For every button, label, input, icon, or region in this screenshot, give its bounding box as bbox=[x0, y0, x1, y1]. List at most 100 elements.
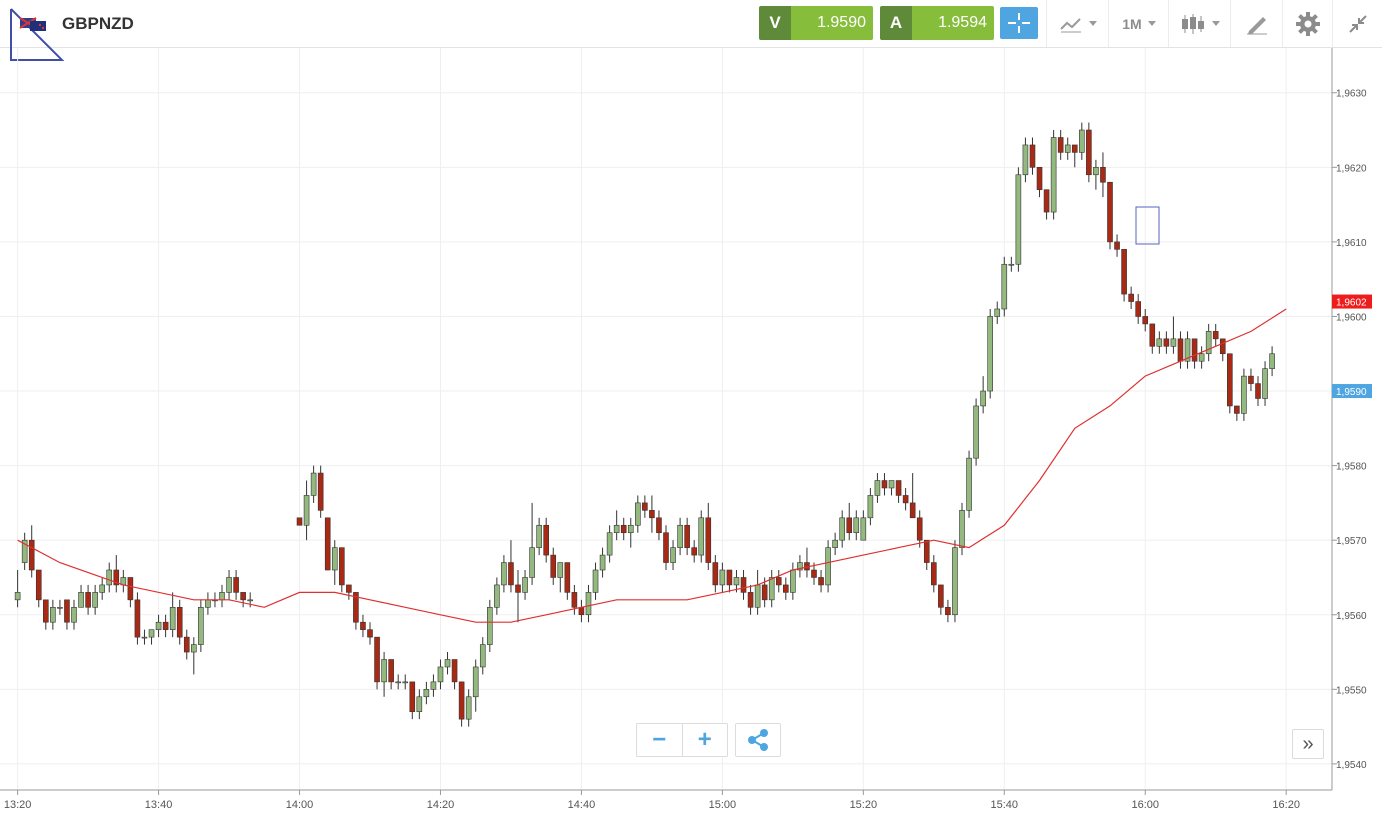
candle bbox=[409, 681, 416, 720]
buy-button[interactable]: A 1.9594 bbox=[880, 6, 994, 40]
candle bbox=[1149, 323, 1156, 354]
candle bbox=[550, 547, 557, 585]
candle-body bbox=[1086, 129, 1092, 176]
candle-body bbox=[719, 569, 726, 586]
candle bbox=[1015, 167, 1022, 272]
candle-body bbox=[627, 524, 634, 534]
candle-body bbox=[635, 502, 641, 526]
candle-body bbox=[1269, 353, 1275, 369]
y-tick-label: 1,9610 bbox=[1336, 238, 1367, 249]
price-marker-label: 1,9590 bbox=[1336, 387, 1367, 398]
candle-body bbox=[818, 577, 824, 586]
candle bbox=[860, 510, 867, 541]
candle bbox=[1001, 256, 1008, 317]
candle bbox=[1071, 144, 1078, 168]
candle bbox=[1050, 130, 1057, 220]
candle-body bbox=[1177, 338, 1184, 362]
candle bbox=[599, 547, 606, 578]
candle-body bbox=[754, 584, 761, 608]
share-button[interactable] bbox=[735, 723, 781, 757]
candle-body bbox=[43, 599, 49, 623]
candle bbox=[346, 584, 352, 600]
candle bbox=[712, 555, 719, 593]
buy-price: 1.9594 bbox=[912, 6, 994, 40]
candle-body bbox=[57, 606, 63, 609]
scroll-to-latest-button[interactable]: » bbox=[1292, 729, 1324, 759]
candle-body bbox=[444, 659, 451, 668]
draw-button[interactable] bbox=[1230, 0, 1283, 47]
candle bbox=[874, 473, 881, 503]
candle-body bbox=[698, 517, 705, 556]
candle bbox=[747, 584, 754, 615]
candle bbox=[818, 570, 824, 593]
candle-body bbox=[740, 577, 747, 593]
candle-body bbox=[1255, 383, 1261, 399]
collapse-icon bbox=[1349, 14, 1367, 33]
candle bbox=[931, 555, 937, 593]
candle bbox=[938, 584, 944, 615]
candle bbox=[458, 681, 465, 727]
candle bbox=[1121, 249, 1127, 302]
candle bbox=[21, 532, 28, 571]
candle-body bbox=[331, 547, 338, 571]
candle-body bbox=[902, 495, 909, 504]
crosshair-button[interactable] bbox=[1000, 7, 1038, 39]
candle-body bbox=[846, 517, 853, 534]
candle-body bbox=[677, 524, 683, 548]
candle bbox=[233, 570, 239, 600]
candle bbox=[508, 540, 514, 593]
candle bbox=[1036, 167, 1043, 198]
collapse-button[interactable] bbox=[1332, 0, 1382, 47]
x-tick-label: 13:40 bbox=[145, 799, 173, 811]
candle-body bbox=[649, 510, 655, 519]
candle-body bbox=[14, 592, 21, 601]
candle bbox=[1198, 346, 1205, 369]
candle bbox=[35, 569, 42, 608]
zoom-in-button[interactable]: + bbox=[697, 726, 712, 753]
x-tick-label: 14:40 bbox=[568, 799, 596, 811]
candle-body bbox=[1008, 263, 1015, 266]
candle bbox=[1008, 256, 1015, 272]
candle bbox=[719, 562, 726, 593]
candle-body bbox=[508, 562, 514, 586]
candle-body bbox=[1001, 263, 1008, 310]
candle-body bbox=[1262, 368, 1268, 399]
candle-body bbox=[952, 547, 958, 616]
candle-body bbox=[945, 606, 951, 616]
candle bbox=[1234, 405, 1240, 421]
candle bbox=[571, 584, 578, 615]
candle-body bbox=[296, 517, 303, 526]
zoom-out-button[interactable]: − bbox=[637, 724, 683, 756]
candle bbox=[613, 510, 620, 541]
candle-body bbox=[310, 472, 317, 496]
candle bbox=[1043, 189, 1050, 220]
candle-body bbox=[515, 584, 521, 593]
candle bbox=[649, 495, 655, 533]
candlestick-chart[interactable]: 1,9540 1,9550 1,9560 1,9570 1,9580 1,9590 1,96… bbox=[0, 48, 1382, 820]
share-icon bbox=[748, 729, 768, 751]
candle bbox=[381, 652, 387, 697]
candle-body bbox=[811, 569, 817, 578]
axes-layer: 1,9540 1,9550 1,9560 1,9570 1,9580 1,9590 1,96… bbox=[0, 48, 1372, 811]
price-marker-box bbox=[1332, 384, 1372, 399]
sell-button[interactable]: V 1.9590 bbox=[759, 6, 873, 40]
candle-body bbox=[938, 584, 944, 608]
candle-body bbox=[155, 621, 162, 630]
candle bbox=[374, 636, 380, 690]
candle bbox=[43, 599, 49, 630]
candle-body bbox=[973, 405, 979, 459]
candle bbox=[768, 570, 775, 608]
chart-type-button[interactable] bbox=[1046, 0, 1109, 47]
candle bbox=[395, 674, 401, 690]
candle-body bbox=[1107, 181, 1113, 243]
candle-body bbox=[1156, 338, 1163, 347]
candle-body bbox=[1050, 137, 1057, 213]
candle bbox=[317, 465, 324, 518]
candle bbox=[691, 540, 697, 563]
candle-body bbox=[64, 599, 70, 623]
candle bbox=[92, 584, 98, 615]
candle-body bbox=[536, 524, 542, 548]
settings-button[interactable] bbox=[1282, 0, 1333, 47]
candles-button[interactable] bbox=[1168, 0, 1231, 47]
interval-button[interactable]: 1M bbox=[1108, 0, 1169, 47]
